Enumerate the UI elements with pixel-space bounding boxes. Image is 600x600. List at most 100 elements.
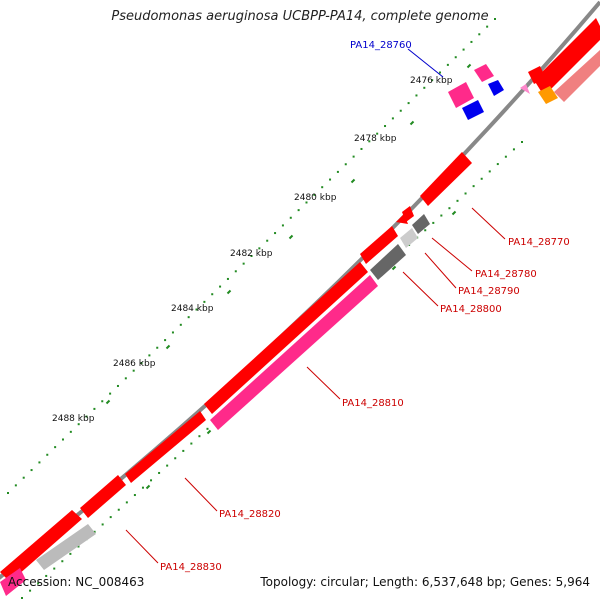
outer-dot	[7, 492, 9, 494]
outer-dot	[329, 178, 332, 181]
inner-dot	[488, 170, 491, 173]
gene-arrow	[125, 411, 206, 483]
outer-dot	[109, 392, 112, 395]
outer-dot	[344, 163, 347, 166]
inner-dot	[480, 177, 483, 180]
major-tick-mark	[350, 178, 356, 184]
gene-label-leader	[424, 252, 457, 289]
outer-dot	[376, 132, 379, 135]
gene-label-pa14-28780[interactable]: PA14_28780	[475, 269, 537, 280]
outer-dot	[399, 109, 402, 112]
gene-label-pa14-28800[interactable]: PA14_28800	[440, 304, 502, 315]
gene-label-leader	[431, 237, 473, 272]
genome-title: Pseudomonas aeruginosa UCBPP-PA14, compl…	[111, 9, 489, 24]
inner-dot	[198, 435, 201, 438]
outer-dot	[336, 170, 339, 173]
outer-dot	[116, 384, 119, 387]
outer-dot	[164, 339, 167, 342]
outer-dot	[352, 155, 355, 158]
gene-label-pa14-28790[interactable]: PA14_28790	[458, 286, 520, 297]
inner-dot	[424, 229, 427, 232]
tick-label: 2484 kbp	[171, 304, 214, 314]
outer-dot	[93, 407, 96, 410]
outer-dot	[478, 33, 481, 36]
outer-dot	[234, 270, 237, 273]
gene-track	[0, 18, 600, 596]
gene-arrow	[0, 510, 82, 582]
inner-dot	[45, 574, 48, 577]
gene-label-leader	[407, 48, 444, 78]
inner-dot	[141, 486, 144, 489]
inner-dot	[182, 449, 185, 452]
inner-dot	[166, 464, 169, 467]
gene-arrow	[538, 86, 558, 104]
inner-dot	[448, 207, 451, 210]
major-tick-mark	[391, 265, 397, 271]
inner-dot	[464, 192, 467, 195]
outer-dot	[274, 232, 277, 235]
outer-dot	[266, 239, 269, 242]
inner-dot	[29, 589, 32, 592]
inner-dot	[456, 199, 459, 202]
outer-dot	[305, 201, 308, 204]
gene-arrow	[400, 228, 418, 248]
outer-dot	[289, 216, 292, 219]
inner-dot	[37, 582, 40, 585]
gene-label-pa14-28760[interactable]: PA14_28760	[350, 40, 412, 51]
major-tick-mark	[226, 289, 232, 295]
major-tick-mark	[105, 399, 111, 405]
gene-arrow	[370, 244, 406, 280]
gene-label-pa14-28770[interactable]: PA14_28770	[508, 237, 570, 248]
major-tick-mark	[466, 63, 472, 69]
gene-label-pa14-28830[interactable]: PA14_28830	[160, 562, 222, 573]
gene-arrow	[412, 214, 430, 234]
outer-dot	[486, 25, 489, 28]
outer-dot	[415, 94, 418, 97]
outer-dot	[313, 193, 316, 196]
accession-text: Accession: NC_008463	[8, 575, 145, 589]
gene-label-leader	[402, 271, 439, 307]
gene-label-pa14-28820[interactable]: PA14_28820	[219, 509, 281, 520]
genome-summary-text: Topology: circular; Length: 6,537,648 bp…	[260, 575, 590, 589]
outer-dot	[368, 140, 371, 143]
gene-label-leader	[306, 366, 341, 400]
outer-dot	[462, 48, 465, 51]
outer-dot	[85, 415, 88, 418]
outer-dot	[38, 461, 41, 464]
outer-dot	[211, 293, 214, 296]
outer-dot	[187, 316, 190, 319]
outer-dot	[439, 71, 442, 74]
outer-dot	[195, 308, 198, 311]
outer-dot	[281, 224, 284, 227]
inner-dot	[69, 552, 72, 555]
gene-label-leader	[471, 207, 506, 240]
gene-label-pa14-28810[interactable]: PA14_28810	[342, 398, 404, 409]
inner-dot	[21, 597, 23, 599]
gene-arrow	[80, 475, 126, 518]
inner-dot	[150, 479, 153, 482]
major-tick-mark	[165, 344, 171, 350]
inner-dot	[174, 457, 177, 460]
outer-dot	[384, 125, 387, 128]
gene-arrow	[528, 66, 546, 84]
gene-arrow	[204, 262, 368, 414]
outer-dot	[258, 247, 261, 250]
inner-dot	[109, 516, 112, 519]
inner-dot	[53, 567, 56, 570]
outer-dot	[494, 18, 496, 20]
tick-label: 2480 kbp	[294, 193, 337, 203]
outer-dot	[140, 362, 143, 365]
tick-label: 2476 kbp	[410, 76, 453, 86]
outer-dot	[407, 102, 410, 105]
inner-dot	[93, 530, 96, 533]
outer-dot	[46, 453, 49, 456]
gene-label-leader	[184, 477, 218, 512]
gene-arrow	[0, 568, 26, 596]
outer-dot	[30, 469, 33, 472]
outer-dot	[321, 186, 324, 189]
outer-dot	[226, 277, 229, 280]
outer-dot	[77, 423, 80, 426]
outer-dot	[148, 354, 151, 357]
inner-dot	[158, 471, 161, 474]
